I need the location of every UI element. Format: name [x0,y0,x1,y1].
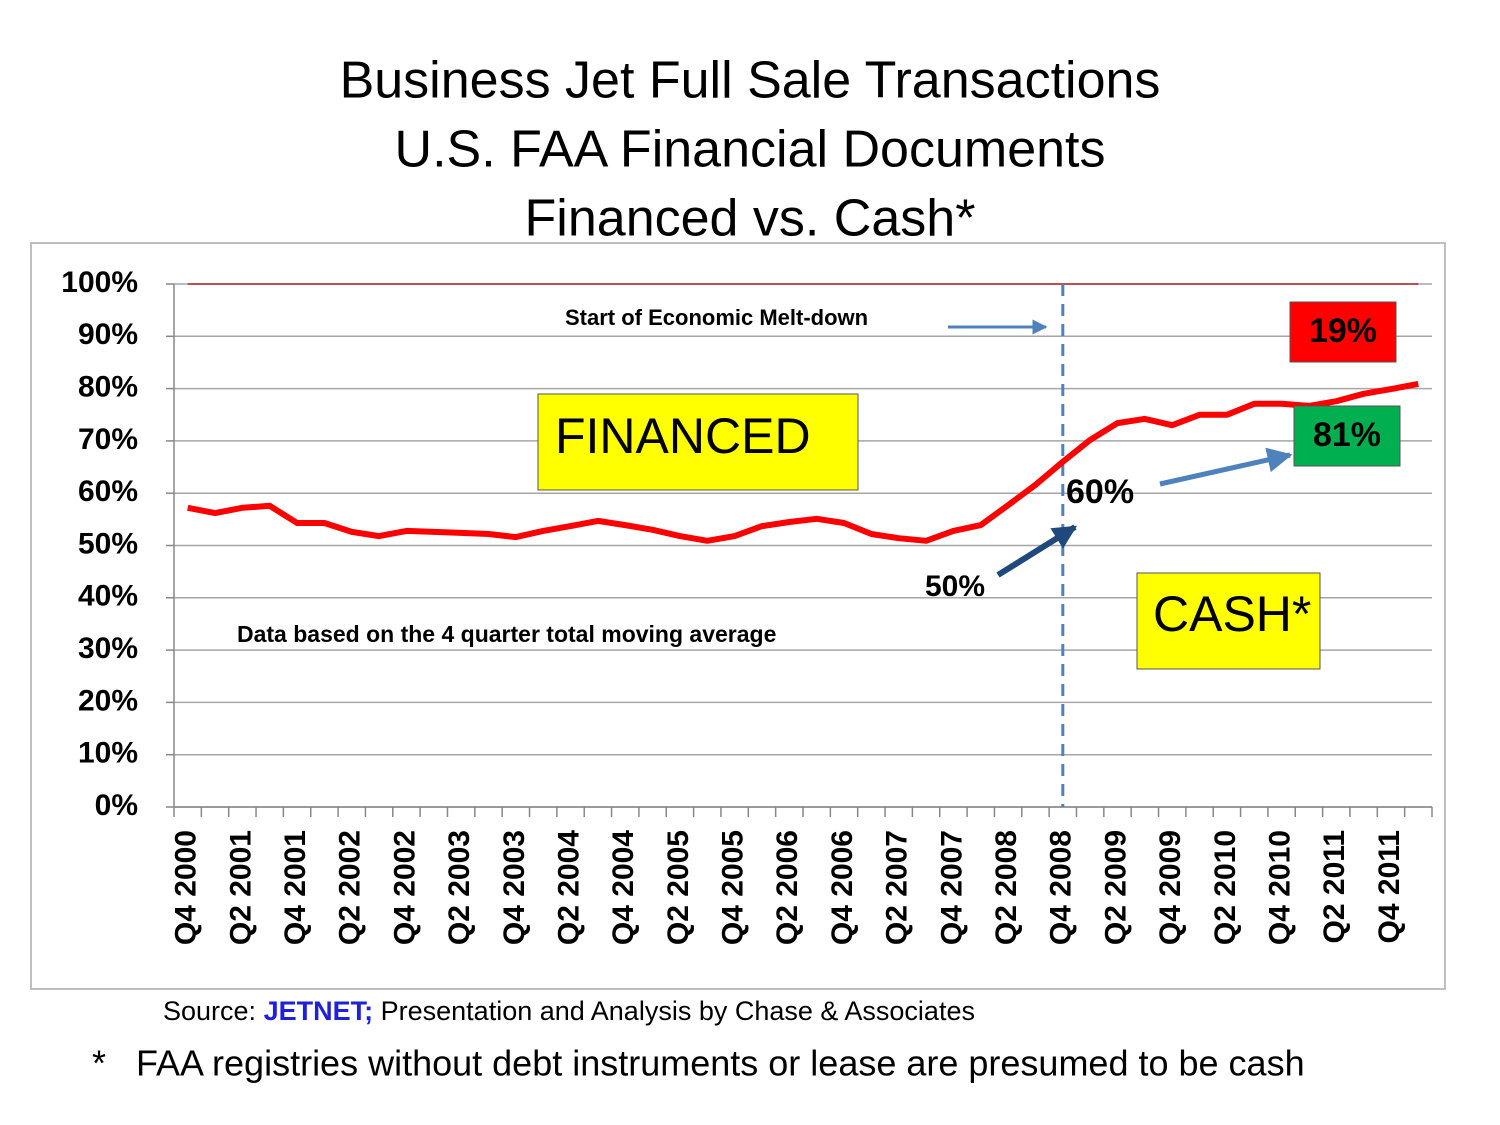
annotation-box [1289,301,1397,363]
y-tick-label: 60% [78,475,138,508]
x-tick-label: Q4 2006 [826,830,859,945]
x-tick-label: Q2 2002 [334,830,367,945]
source-prefix: Source: [163,996,256,1026]
y-tick-label: 40% [78,580,138,613]
source-name: JETNET; [264,996,374,1026]
annotation: Start of Economic Melt-down [565,305,868,330]
x-tick-label: Q2 2007 [881,830,914,945]
x-tick-label: Q2 2004 [552,830,585,945]
y-tick-label: 90% [78,318,138,351]
arrow [1159,447,1293,487]
annotation: CASH* [1153,586,1311,642]
x-tick-label: Q4 2004 [607,830,640,945]
x-tick-label: Q2 2003 [443,830,476,945]
footnote-mark: * [92,1043,106,1084]
arrow [996,524,1078,578]
annotation-box [1293,405,1401,467]
annotation: FINANCED [555,408,811,464]
x-tick-label: Q2 2001 [224,830,257,945]
x-tick-label: Q2 2010 [1209,830,1242,945]
x-tick-label: Q4 2002 [388,830,421,945]
y-tick-label: 100% [61,266,138,299]
x-tick-label: Q2 2011 [1318,830,1351,943]
y-tick-label: 30% [78,632,138,665]
data-line [187,380,1419,544]
x-tick-label: Q4 2008 [1045,830,1078,945]
y-tick-label: 50% [78,527,138,560]
x-tick-label: Q4 2000 [170,830,203,945]
x-tick-label: Q2 2006 [771,830,804,945]
chart-title: Financed vs. Cash* [525,190,976,248]
plot-area: 0% 10% 20% 30% 40% 50% 60% 70% 80% 90% 100% Q4 2000… [61,266,1433,945]
x-tick-label: Q2 2005 [662,830,695,945]
y-tick-label: 10% [78,737,138,770]
source-rest: Presentation and Analysis by Chase & Ass… [381,996,975,1026]
y-tick-label: 70% [78,423,138,456]
chart-title: Business Jet Full Sale Transactions [340,52,1161,110]
footnote: FAA registries without debt instruments … [136,1043,1305,1084]
source: Source: JETNET; Presentation and Analysi… [163,996,975,1026]
x-tick-label: Q4 2009 [1154,830,1187,945]
x-tick-label: Q4 2001 [279,830,312,945]
x-tick-label: Q4 2007 [935,830,968,945]
chart-title: U.S. FAA Financial Documents [395,121,1106,179]
y-tick-label: 20% [78,684,138,717]
annotation-box [1136,572,1321,670]
x-tick-label: Q4 2005 [717,830,750,945]
annotation: 60% [1066,473,1134,511]
x-tick-label: Q2 2008 [990,830,1023,945]
annotation: 81% [1313,416,1381,454]
annotation: Data based on the 4 quarter total moving… [237,621,776,647]
x-tick-label: Q2 2009 [1099,830,1132,945]
annotation-box [537,393,859,491]
x-tick-label: Q4 2010 [1264,830,1297,945]
annotation: 19% [1309,312,1377,350]
annotation: 50% [925,570,985,603]
y-tick-label: 80% [78,371,138,404]
x-tick-label: Q4 2003 [498,830,531,945]
y-tick-label: 0% [95,789,138,822]
x-tick-label: Q4 2011 [1373,830,1406,943]
